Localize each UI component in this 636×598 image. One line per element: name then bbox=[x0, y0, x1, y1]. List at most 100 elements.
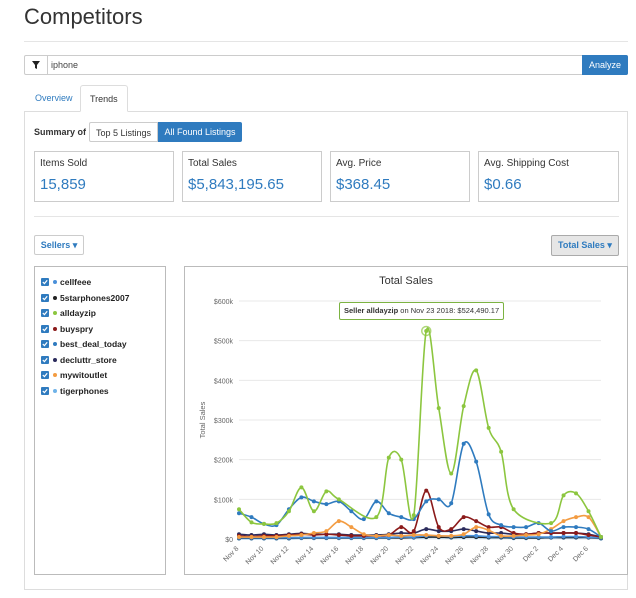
seller-name: decluttr_store bbox=[60, 354, 117, 365]
seller-item[interactable]: best_deal_today bbox=[41, 337, 127, 351]
stats-divider bbox=[34, 216, 619, 217]
tab-overview[interactable]: Overview bbox=[35, 93, 73, 103]
data-point bbox=[399, 525, 404, 530]
filter-icon[interactable] bbox=[25, 56, 48, 74]
y-tick-label: $0 bbox=[225, 537, 233, 544]
page-title: Competitors bbox=[24, 4, 143, 29]
series-color-dot bbox=[53, 311, 57, 315]
x-tick-label: Nov 24 bbox=[419, 545, 440, 566]
data-point bbox=[511, 525, 516, 530]
y-tick-label: $400k bbox=[214, 378, 234, 385]
data-point bbox=[324, 532, 329, 537]
search-bar: Analyze bbox=[24, 55, 628, 75]
seller-name: 5starphones2007 bbox=[60, 292, 130, 303]
data-point bbox=[511, 507, 516, 512]
data-point bbox=[424, 527, 429, 532]
seller-item[interactable]: buyspry bbox=[41, 322, 93, 336]
x-tick-label: Nov 26 bbox=[444, 545, 465, 566]
data-point bbox=[499, 449, 504, 454]
data-point bbox=[374, 533, 379, 538]
data-point bbox=[274, 535, 279, 540]
checkbox-checked-icon[interactable] bbox=[41, 371, 49, 379]
data-point bbox=[274, 521, 279, 526]
checkbox-checked-icon[interactable] bbox=[41, 309, 49, 317]
data-point bbox=[399, 533, 404, 538]
data-point bbox=[449, 471, 454, 476]
data-point bbox=[311, 531, 316, 536]
data-point bbox=[349, 525, 354, 530]
seller-item[interactable]: decluttr_store bbox=[41, 353, 117, 367]
x-tick-label: Nov 28 bbox=[469, 545, 490, 566]
series-color-dot bbox=[53, 326, 57, 331]
stat-label: Total Sales bbox=[188, 158, 237, 169]
sellers-dropdown[interactable]: Sellers ▾ bbox=[34, 235, 84, 255]
data-point bbox=[574, 491, 579, 496]
seller-item[interactable]: tigerphones bbox=[41, 384, 109, 398]
data-point bbox=[286, 533, 291, 538]
checkbox-checked-icon[interactable] bbox=[41, 278, 49, 286]
data-point bbox=[324, 535, 329, 540]
data-point bbox=[249, 515, 254, 520]
y-tick-label: $600k bbox=[214, 299, 234, 306]
data-point bbox=[411, 513, 416, 518]
series-line-buyspry bbox=[238, 489, 602, 538]
data-point bbox=[449, 533, 454, 538]
data-point bbox=[549, 535, 554, 540]
seller-item[interactable]: alldayzip bbox=[41, 306, 96, 320]
data-point bbox=[511, 531, 516, 536]
data-point bbox=[436, 497, 441, 502]
data-point bbox=[474, 368, 479, 373]
series-color-dot bbox=[53, 342, 57, 346]
data-point bbox=[549, 529, 554, 534]
data-point bbox=[599, 535, 603, 540]
data-point bbox=[474, 529, 479, 534]
data-point bbox=[286, 509, 291, 514]
data-point bbox=[261, 521, 266, 526]
search-input[interactable] bbox=[51, 56, 571, 74]
checkbox-checked-icon[interactable] bbox=[41, 340, 49, 348]
data-point bbox=[349, 509, 354, 514]
data-point bbox=[436, 525, 441, 530]
data-point bbox=[499, 531, 504, 536]
seller-item[interactable]: 5starphones2007 bbox=[41, 291, 129, 305]
data-point bbox=[361, 517, 366, 522]
tab-trends[interactable]: Trends bbox=[80, 85, 128, 112]
top5-listings-toggle[interactable]: Top 5 Listings bbox=[89, 122, 158, 142]
data-point bbox=[586, 527, 591, 532]
caret-down-icon: ▾ bbox=[72, 240, 78, 250]
data-point bbox=[461, 527, 466, 532]
title-divider bbox=[24, 41, 628, 42]
data-point bbox=[474, 533, 479, 538]
y-tick-label: $200k bbox=[214, 458, 234, 465]
data-point bbox=[311, 499, 316, 504]
data-point bbox=[386, 455, 391, 460]
data-point bbox=[324, 502, 329, 507]
tooltip-seller: Seller alldayzip bbox=[344, 306, 399, 315]
seller-item[interactable]: mywitoutlet bbox=[41, 368, 107, 382]
all-listings-toggle[interactable]: All Found Listings bbox=[158, 122, 242, 142]
checkbox-checked-icon[interactable] bbox=[41, 386, 49, 395]
data-point bbox=[361, 532, 366, 537]
data-point bbox=[461, 515, 466, 520]
checkbox-checked-icon[interactable] bbox=[41, 355, 49, 364]
x-tick-label: Nov 22 bbox=[395, 545, 416, 566]
data-point bbox=[424, 533, 429, 538]
analyze-button[interactable]: Analyze bbox=[582, 55, 628, 75]
stat-value: $0.66 bbox=[484, 176, 522, 193]
x-tick-label: Nov 10 bbox=[245, 545, 266, 566]
seller-item[interactable]: cellfeee bbox=[41, 275, 91, 289]
series-color-dot bbox=[53, 388, 57, 393]
data-point bbox=[486, 531, 491, 536]
checkbox-checked-icon[interactable] bbox=[41, 293, 49, 302]
data-point bbox=[424, 328, 429, 333]
stat-items-sold: Items Sold 15,859 bbox=[34, 151, 174, 202]
seller-name: cellfeee bbox=[60, 277, 92, 287]
metric-dropdown[interactable]: Total Sales ▾ bbox=[551, 235, 619, 256]
chart-tooltip: Seller alldayzip on Nov 23 2018: $524,49… bbox=[339, 302, 505, 320]
checkbox-checked-icon[interactable] bbox=[41, 324, 49, 333]
data-point bbox=[524, 533, 529, 538]
tooltip-detail: on Nov 23 2018: $524,490.17 bbox=[398, 306, 500, 315]
data-point bbox=[474, 519, 479, 524]
y-tick-label: $300k bbox=[214, 418, 234, 425]
data-point bbox=[374, 499, 379, 504]
